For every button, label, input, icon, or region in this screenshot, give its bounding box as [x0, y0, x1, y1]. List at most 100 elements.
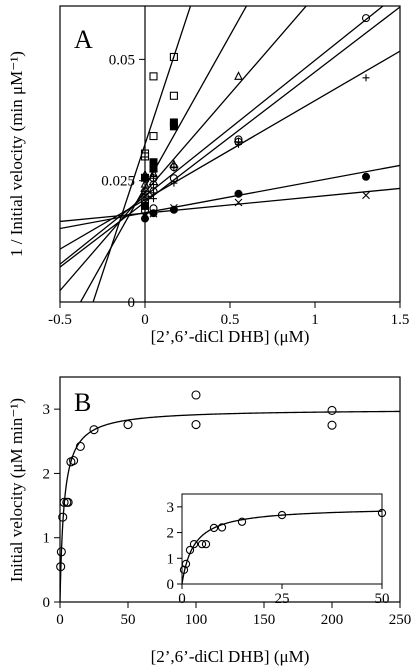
panel-b-x-tick-label: 100: [185, 612, 208, 628]
data-point-open-circle: [149, 187, 158, 196]
panel-b-x-tick-label: 0: [56, 612, 64, 628]
panel-b-y-tick-label: 3: [43, 402, 51, 418]
inset-data-point-open-circle: [237, 517, 247, 526]
data-point-circle-plus: [149, 173, 158, 183]
panel-a-x-tick-label: 1.5: [391, 312, 410, 328]
fit-line-open-triangle: [60, 6, 308, 292]
inset-x-tick-label: 25: [275, 591, 290, 607]
inset-y-tick-label: 3: [167, 500, 175, 516]
inset-data-point-open-circle: [277, 510, 287, 520]
data-point-plus: [362, 74, 370, 82]
data-point-filled-square: [169, 118, 178, 127]
fit-line-circle-plus: [60, 6, 385, 265]
inset-data-points: [179, 508, 387, 575]
data-point-filled-circle: [141, 214, 149, 223]
panel-a-data-points: [140, 14, 371, 223]
data-point-open-circle: [327, 405, 337, 415]
data-point-open-square: [149, 72, 158, 81]
inset-data-point-open-circle: [377, 508, 387, 518]
panel-b-label: B: [74, 388, 91, 417]
panel-a-y-tick-label: 0: [128, 295, 136, 311]
data-point-open-circle: [63, 497, 73, 507]
data-point-filled-circle: [362, 172, 370, 181]
data-point-open-circle: [361, 14, 371, 23]
panel-b-x-tick-label: 250: [389, 612, 412, 628]
panel-a-y-tick-label: 0.05: [109, 52, 135, 68]
data-point-open-circle: [191, 390, 201, 400]
inset-x-tick-label: 0: [178, 591, 186, 607]
panel-a-x-axis-label: [2’,6’-diCl DHB] (μM): [151, 327, 310, 346]
inset-x-tick-label: 50: [375, 591, 390, 607]
fit-line-open-square: [92, 6, 192, 302]
inset-data-point-open-circle: [201, 539, 211, 549]
data-point-circle-plus: [169, 162, 179, 172]
panel-b-x-axis-label: [2’,6’-diCl DHB] (μM): [151, 647, 310, 666]
data-point-plus: [141, 205, 149, 213]
inset-y-tick-label: 2: [167, 526, 175, 542]
panel-b-x-tick-label: 150: [253, 612, 276, 628]
panel-a-fit-lines: [60, 6, 400, 302]
data-point-cross: [149, 209, 158, 218]
panel-a-axes: -0.5 0 0.5 1 1.5 0 0.025 0.05: [48, 6, 409, 328]
inset-axes: 0 25 50 0 1 2 3: [167, 500, 390, 607]
data-point-open-circle: [327, 420, 337, 430]
data-point-open-square: [149, 131, 158, 141]
data-point-open-circle: [169, 174, 178, 183]
data-point-circle-plus: [140, 186, 150, 196]
panel-a-x-tick-label: 1: [311, 312, 319, 328]
data-point-open-circle: [89, 425, 99, 435]
panel-b-y-tick-label: 0: [43, 595, 51, 611]
data-point-plus: [170, 179, 178, 187]
inset-data-point-open-circle: [217, 523, 227, 532]
panel-b-y-axis-label: Initial velocity (μM min⁻¹): [7, 398, 26, 582]
data-point-open-square: [169, 91, 178, 100]
data-point-filled-square: [149, 158, 158, 167]
data-point-open-circle: [58, 512, 68, 522]
data-point-open-circle: [56, 547, 66, 557]
data-point-open-triangle: [234, 71, 243, 80]
data-point-open-square: [140, 152, 150, 161]
data-point-filled-circle: [234, 189, 243, 198]
inset-data-point-open-circle: [181, 559, 191, 569]
panel-b-inset-chart: 0 25 50 0 1 2 3: [167, 493, 390, 607]
data-point-open-circle: [59, 497, 69, 507]
data-point-open-triangle: [140, 169, 150, 179]
data-point-open-circle: [191, 420, 201, 430]
data-point-open-square: [169, 52, 178, 62]
inset-y-tick-label: 1: [167, 551, 175, 567]
inset-data-point-open-circle: [179, 565, 189, 575]
panel-b-data-points: [56, 390, 337, 572]
panel-a-chart: -0.5 0 0.5 1 1.5 0 0.025 0.05 A [2’,6’-diCl DHB…: [7, 5, 409, 346]
inset-frame: [181, 493, 383, 585]
fit-line-filled-circle: [60, 164, 400, 230]
michaelis-menten-fit-curve: [60, 410, 400, 602]
fit-line-cross: [60, 187, 400, 223]
inset-data-point-open-circle: [197, 539, 207, 549]
data-point-open-circle: [123, 420, 133, 430]
panel-b-frame: [59, 376, 401, 603]
data-point-cross: [141, 212, 149, 221]
fit-line-open-circle: [60, 6, 400, 268]
inset-y-tick-label: 0: [167, 577, 175, 593]
data-point-open-triangle: [149, 162, 158, 172]
data-point-open-circle: [234, 135, 243, 144]
panel-b-y-tick-label: 1: [43, 531, 51, 547]
data-point-cross: [234, 198, 243, 207]
data-point-open-circle: [56, 562, 66, 572]
inset-data-point-open-circle: [209, 523, 219, 533]
panel-a-x-tick-label: 0.5: [221, 312, 240, 328]
panel-a-y-axis-label: 1 / Initial velocity (min μM⁻¹): [7, 51, 26, 257]
data-point-open-circle: [140, 206, 150, 215]
panel-a-y-tick-label: 0.025: [101, 174, 135, 190]
panel-a-x-tick-label: -0.5: [48, 312, 72, 328]
inset-data-point-open-circle: [185, 545, 195, 555]
panel-a-x-tick-label: 0: [141, 312, 149, 328]
panel-a-frame: [59, 5, 401, 303]
data-point-cross: [362, 191, 370, 200]
fit-line-filled-square: [79, 6, 248, 302]
panel-b-x-tick-label: 200: [321, 612, 344, 628]
panel-b-x-tick-label: 50: [121, 612, 136, 628]
